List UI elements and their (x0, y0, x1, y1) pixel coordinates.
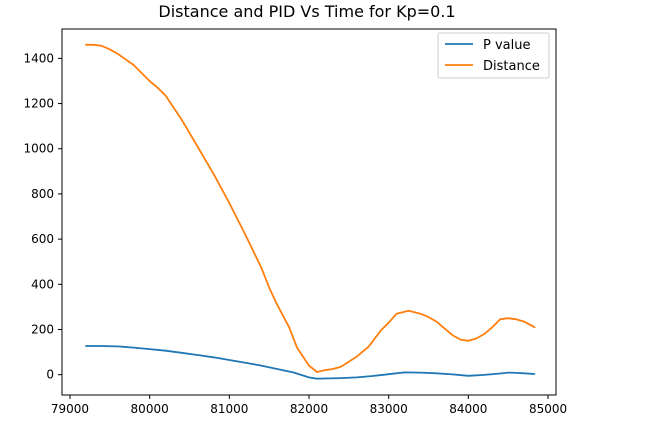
series-layer (85, 43, 536, 380)
x-tick-label: 85000 (529, 402, 567, 416)
legend-label-p-value: P value (483, 38, 530, 53)
x-tick-label: 81000 (210, 402, 248, 416)
y-tick-label: 1000 (23, 142, 54, 156)
x-tick-label: 82000 (290, 402, 328, 416)
x-tick-label: 80000 (131, 402, 169, 416)
legend-label-distance: Distance (483, 59, 540, 74)
x-tick-label: 84000 (449, 402, 487, 416)
y-tick-label: 800 (31, 187, 54, 201)
y-tick-label: 1200 (23, 97, 54, 111)
plot-area (61, 28, 557, 396)
y-axis: 0 200 400 600 800 1000 1200 1400 (23, 51, 62, 382)
y-tick-label: 600 (31, 232, 54, 246)
x-tick-label: 79000 (51, 402, 89, 416)
y-tick-label: 200 (31, 322, 54, 336)
chart-title: Distance and PID Vs Time for Kp=0.1 (158, 2, 455, 21)
y-tick-label: 0 (46, 368, 54, 382)
series-line-distance (85, 43, 536, 373)
y-tick-label: 400 (31, 277, 54, 291)
legend: P value Distance (437, 32, 550, 79)
y-tick-label: 1400 (23, 51, 54, 65)
x-tick-label: 83000 (370, 402, 408, 416)
series-line-p-value (85, 345, 536, 380)
x-axis: 79000 80000 81000 82000 83000 84000 85000 (51, 395, 567, 416)
